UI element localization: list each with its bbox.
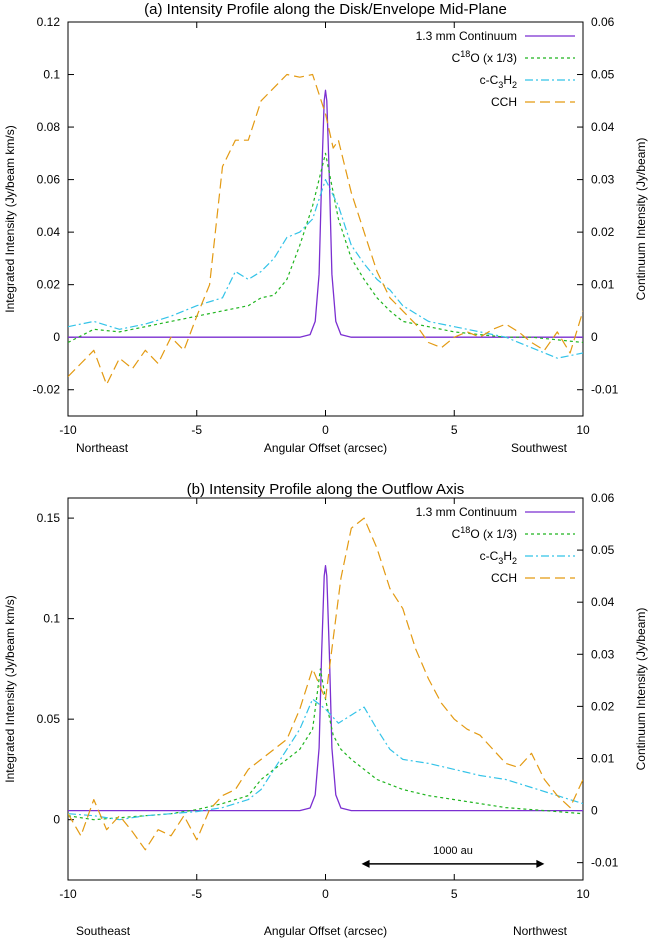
- y2-axis-label: Continuum Intensity (Jy/beam): [634, 138, 648, 301]
- series-line-cch: [68, 73, 583, 386]
- legend-label-continuum: 1.3 mm Continuum: [416, 505, 517, 519]
- y2-tick-label: 0.04: [591, 120, 615, 134]
- y-tick-label: 0.15: [37, 511, 61, 525]
- y-tick-label: 0.02: [37, 278, 61, 292]
- y-tick-label: 0.1: [43, 68, 60, 82]
- y-axis-label: Integrated Intensity (Jy/beam km/s): [3, 595, 17, 782]
- x-tick-label: -10: [59, 423, 77, 437]
- x-tick-label: 5: [451, 887, 458, 901]
- y-tick-label: 0.08: [37, 120, 61, 134]
- scale-bar-label: 1000 au: [433, 845, 473, 857]
- x-tick-label: 0: [322, 887, 329, 901]
- y2-tick-label: -0.01: [591, 856, 619, 870]
- y2-tick-label: 0.02: [591, 699, 615, 713]
- series-line-continuum: [68, 89, 583, 338]
- y-tick-label: 0.12: [37, 15, 61, 29]
- y2-tick-label: 0.01: [591, 751, 615, 765]
- y2-tick-label: 0: [591, 330, 598, 344]
- y-tick-label: 0: [53, 330, 60, 344]
- y2-tick-label: 0.06: [591, 491, 615, 505]
- y2-tick-label: 0.06: [591, 15, 615, 29]
- x-tick-label: 10: [576, 887, 590, 901]
- x-tick-label: -10: [59, 887, 77, 901]
- series-line-c18o: [68, 668, 583, 821]
- chart-title: (b) Intensity Profile along the Outflow …: [187, 481, 465, 498]
- direction-label-left: Southeast: [76, 924, 131, 938]
- series-line-c3h2: [68, 698, 583, 821]
- y-tick-label: 0.05: [37, 712, 61, 726]
- y2-tick-label: 0.05: [591, 543, 615, 557]
- x-tick-label: 10: [576, 423, 590, 437]
- x-axis-label: Angular Offset (arcsec): [264, 924, 387, 938]
- scale-bar-arrow-left: [361, 859, 370, 868]
- chart-title: (a) Intensity Profile along the Disk/Env…: [144, 1, 507, 18]
- legend-label-c3h2: c-C3H2: [480, 549, 517, 566]
- legend-label-cch: CCH: [491, 95, 517, 109]
- chart-panel-b: (b) Intensity Profile along the Outflow …: [3, 481, 648, 938]
- scale-bar-arrow-right: [536, 859, 545, 868]
- y2-tick-label: 0: [591, 804, 598, 818]
- y-tick-label: 0.06: [37, 173, 61, 187]
- y-tick-label: -0.02: [33, 383, 61, 397]
- direction-label-left: Northeast: [76, 441, 129, 455]
- x-tick-label: -5: [191, 423, 202, 437]
- legend-label-cch: CCH: [491, 571, 517, 585]
- legend-label-c3h2: c-C3H2: [480, 73, 517, 90]
- y2-tick-label: 0.01: [591, 278, 615, 292]
- x-tick-label: -5: [191, 887, 202, 901]
- y2-tick-label: 0.03: [591, 173, 615, 187]
- legend-label-c18o: C18O (x 1/3): [452, 49, 517, 65]
- y2-tick-label: 0.04: [591, 595, 615, 609]
- x-tick-label: 0: [322, 423, 329, 437]
- y-tick-label: 0.1: [43, 612, 60, 626]
- y2-tick-label: -0.01: [591, 383, 619, 397]
- direction-label-right: Northwest: [513, 924, 568, 938]
- series-line-cch: [68, 517, 583, 851]
- y-axis-label: Integrated Intensity (Jy/beam km/s): [3, 125, 17, 312]
- legend-label-c18o: C18O (x 1/3): [452, 525, 517, 541]
- legend-label-continuum: 1.3 mm Continuum: [416, 29, 517, 43]
- direction-label-right: Southwest: [511, 441, 568, 455]
- y2-tick-label: 0.03: [591, 647, 615, 661]
- x-tick-label: 5: [451, 423, 458, 437]
- series-line-c18o: [68, 152, 583, 344]
- chart-panel-a: (a) Intensity Profile along the Disk/Env…: [3, 1, 648, 455]
- y2-axis-label: Continuum Intensity (Jy/beam): [634, 608, 648, 771]
- series-line-c3h2: [68, 179, 583, 359]
- series-line-continuum: [68, 565, 583, 812]
- x-axis-label: Angular Offset (arcsec): [264, 441, 387, 455]
- y-tick-label: 0.04: [37, 225, 61, 239]
- y-tick-label: 0: [53, 813, 60, 827]
- y2-tick-label: 0.02: [591, 225, 615, 239]
- y2-tick-label: 0.05: [591, 68, 615, 82]
